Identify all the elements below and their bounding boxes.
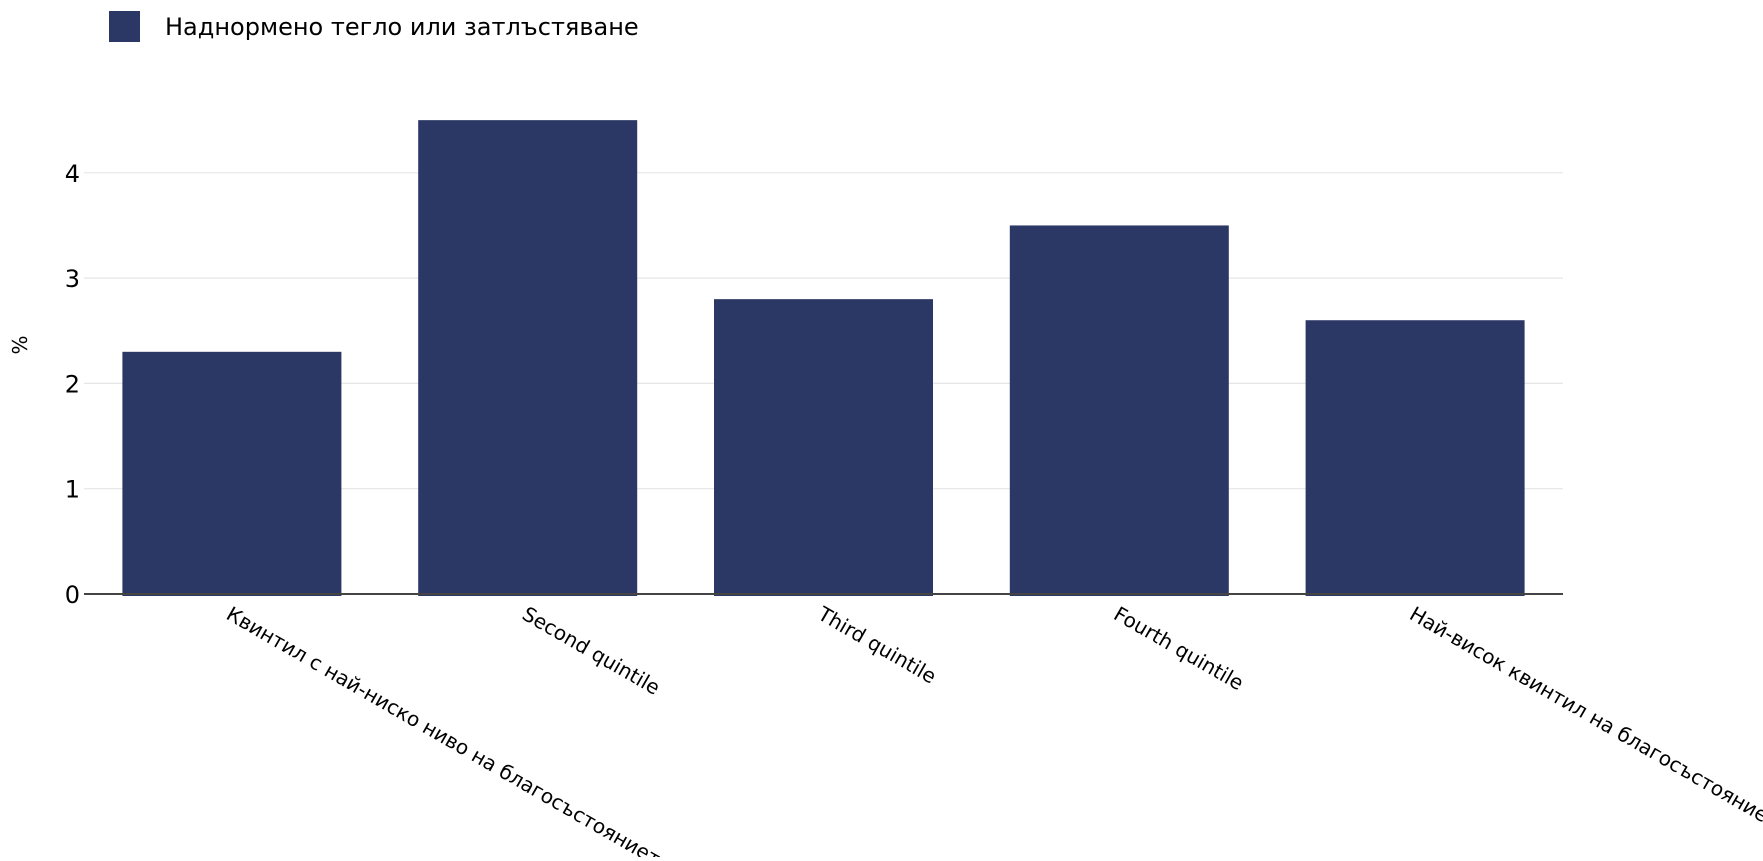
x-tick-label-0: Квинтил с най-ниско ниво на благосъстоян… <box>222 602 675 857</box>
legend: Наднормено тегло или затлъстяване <box>109 11 639 42</box>
y-axis-label: % <box>8 335 32 354</box>
bar-0 <box>122 351 342 596</box>
y-axis-ticks: 0 1 2 3 4 <box>65 160 80 609</box>
bars <box>122 120 1525 597</box>
x-tick-label-3: Fourth quintile <box>1110 602 1248 696</box>
legend-swatch <box>109 11 140 42</box>
bar-1 <box>418 120 638 597</box>
bar-2 <box>714 299 933 596</box>
x-axis-ticks: Квинтил с най-ниско ниво на благосъстоян… <box>222 601 1763 861</box>
y-tick-label-2: 2 <box>65 370 80 398</box>
bar-3 <box>1009 225 1229 596</box>
x-tick-label-1: Second quintile <box>518 602 664 700</box>
y-tick-label-4: 4 <box>65 160 80 188</box>
y-tick-label-3: 3 <box>65 265 80 293</box>
x-tick-label-4: Най-висок квинтил на благосъстоянието <box>1406 602 1763 840</box>
x-tick-label-2: Third quintile <box>813 601 940 688</box>
y-tick-label-1: 1 <box>65 476 80 504</box>
legend-label: Наднормено тегло или затлъстяване <box>165 13 639 41</box>
bar-4 <box>1305 320 1525 596</box>
y-tick-label-0: 0 <box>65 581 80 609</box>
